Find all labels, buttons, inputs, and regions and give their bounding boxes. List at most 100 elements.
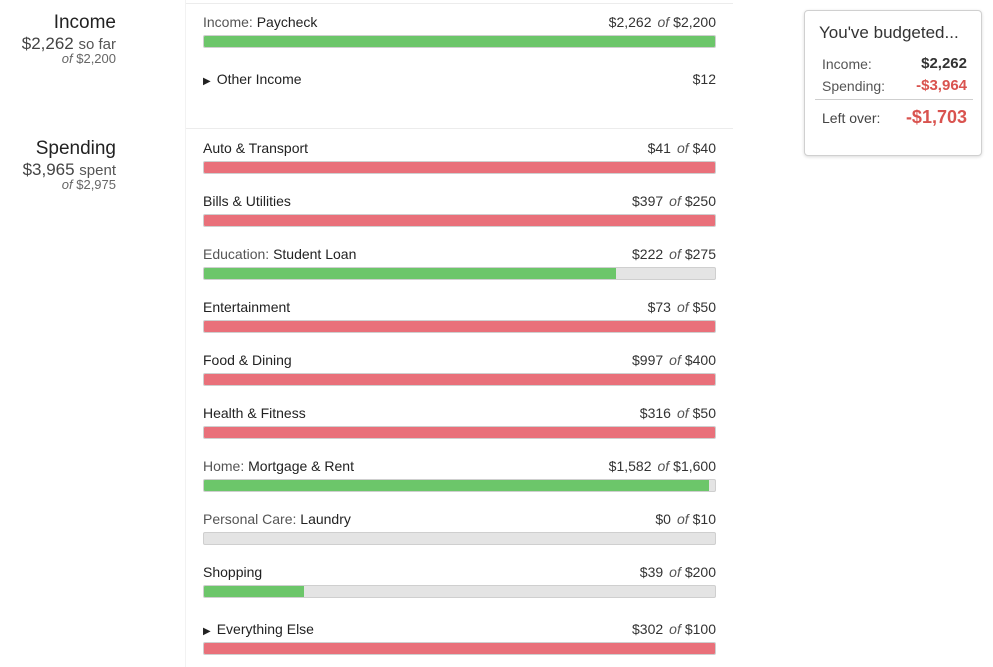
budget-row-label[interactable]: ▶ Everything Else [203,621,314,637]
budget-row[interactable]: Entertainment $73 of $50 [203,293,716,333]
category-name: Everything Else [216,621,314,637]
income-of-label: of [61,51,73,66]
spent-amount: $316 [639,405,671,421]
category-name: Laundry [300,511,351,527]
progress-fill [204,480,710,491]
budget-row[interactable]: Income: Paycheck $2,262 of $2,200 [203,8,716,48]
budget-income-value: $2,262 [921,55,967,72]
progress-bar [203,320,716,333]
progress-fill [204,36,715,47]
progress-fill [204,321,715,332]
budget-row-label[interactable]: Entertainment [203,299,290,315]
of-word: of [676,299,689,315]
spending-amount: $3,965 [22,160,75,179]
budget-row-label[interactable]: Food & Dining [203,352,292,368]
budget-row[interactable]: ▶ Everything Else $302 of $100 [203,615,716,655]
budget-amount: $100 [684,621,716,637]
progress-fill [204,215,715,226]
income-title: Income [53,12,116,33]
of-word: of [657,14,670,30]
budget-amount: $250 [684,193,716,209]
budget-row-label[interactable]: ▶ Other Income [203,71,302,87]
progress-bar [203,373,716,386]
budget-amount: $400 [684,352,716,368]
spent-amount: $302 [632,621,664,637]
budget-row[interactable]: Education: Student Loan $222 of $275 [203,240,716,280]
budget-row-amounts: $1,582 of $1,600 [609,458,716,474]
budget-row-label[interactable]: Auto & Transport [203,140,308,156]
budget-row-amounts: $222 of $275 [632,246,716,262]
progress-bar [203,642,716,655]
of-word: of [676,511,689,527]
income-amount-line: $2,262 so far [22,34,116,54]
budget-row-label[interactable]: Bills & Utilities [203,193,291,209]
budget-row-amounts: $41 of $40 [648,140,716,156]
budget-income-line: Income: $2,262 [822,55,967,72]
income-amount: $2,262 [21,34,74,53]
category-name: Other Income [216,71,302,87]
progress-fill [204,268,617,279]
budget-amount: $200 [684,564,716,580]
progress-fill [204,162,715,173]
budget-row-amounts: $12 [693,71,716,87]
category-prefix: Education: [203,246,270,262]
spent-amount: $41 [647,140,671,156]
of-word: of [657,458,670,474]
budget-row-amounts: $302 of $100 [632,621,716,637]
category-prefix: Income: [203,14,253,30]
budget-row-label[interactable]: Health & Fitness [203,405,306,421]
budget-amount: $275 [684,246,716,262]
budget-card-heading: You've budgeted... [819,23,959,42]
category-name: Shopping [203,564,263,580]
budget-row-label[interactable]: Home: Mortgage & Rent [203,458,354,474]
spent-amount: $397 [632,193,664,209]
spending-of-label: of [61,177,73,192]
expand-arrow-icon[interactable]: ▶ [203,626,211,637]
budget-row-label[interactable]: Education: Student Loan [203,246,356,262]
income-of-line: of $2,200 [22,51,116,66]
category-name: Entertainment [203,299,291,315]
income-summary: Income $2,262 so far of $2,200 [22,12,116,66]
spent-amount: $2,262 [608,14,652,30]
budget-spending-label: Spending: [822,78,886,94]
progress-fill [204,374,715,385]
budget-row[interactable]: Shopping $39 of $200 [203,558,716,598]
category-name: Auto & Transport [203,140,309,156]
budget-leftover-line: Left over: -$1,703 [822,107,967,127]
expand-arrow-icon[interactable]: ▶ [203,76,211,87]
category-name: Food & Dining [203,352,292,368]
progress-bar [203,585,716,598]
budget-spending-value: -$3,964 [916,77,967,94]
of-word: of [669,621,681,637]
spent-amount: $997 [632,352,664,368]
budget-row[interactable]: ▶ Other Income $12 [203,65,716,105]
spent-amount: $1,582 [608,458,652,474]
budget-spending-line: Spending: -$3,964 [822,77,967,94]
spending-title: Spending [35,138,116,159]
category-prefix: Home: [203,458,245,474]
budget-row[interactable]: Home: Mortgage & Rent $1,582 of $1,600 [203,452,716,492]
income-of-amount: $2,200 [76,51,116,66]
budget-row[interactable]: Health & Fitness $316 of $50 [203,399,716,439]
spending-summary: Spending $3,965 spent of $2,975 [23,138,116,192]
spending-amount-line: $3,965 spent [23,160,116,180]
section-divider [186,128,733,129]
budget-income-label: Income: [822,56,872,72]
progress-bar [203,214,716,227]
budget-summary-card: You've budgeted... Income: $2,262 Spendi… [804,10,982,156]
spent-amount: $39 [639,564,664,580]
category-name: Health & Fitness [203,405,306,421]
budget-row[interactable]: Personal Care: Laundry $0 of $10 [203,505,716,545]
category-name: Student Loan [273,246,357,262]
budget-row-amounts: $73 of $50 [648,299,716,315]
budget-row[interactable]: Bills & Utilities $397 of $250 [203,187,716,227]
progress-bar [203,426,716,439]
budget-row[interactable]: Auto & Transport $41 of $40 [203,134,716,174]
budget-row-label[interactable]: Shopping [203,564,262,580]
budget-row-label[interactable]: Income: Paycheck [203,14,317,30]
progress-bar [203,267,716,280]
budget-row-label[interactable]: Personal Care: Laundry [203,511,351,527]
budget-row[interactable]: Food & Dining $997 of $400 [203,346,716,386]
summary-column: Income $2,262 so far of $2,200 Spending … [0,0,186,667]
progress-bar [203,161,716,174]
